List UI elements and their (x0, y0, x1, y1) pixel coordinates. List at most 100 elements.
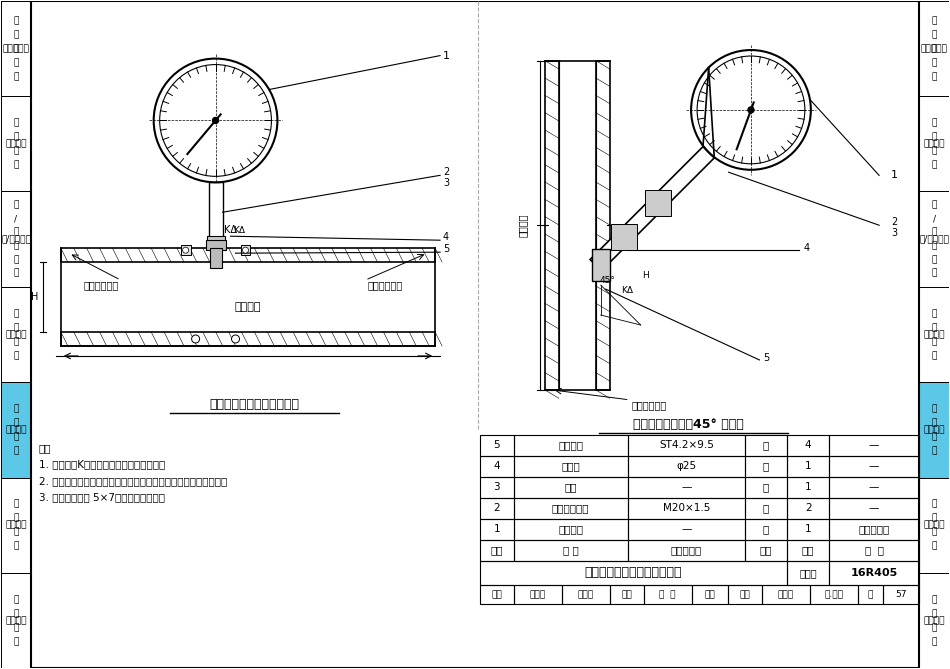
Text: 表: 表 (13, 269, 19, 278)
Text: 审核: 审核 (492, 591, 503, 599)
Text: 矩形风管: 矩形风管 (518, 213, 528, 237)
Text: 压力仪表在矩形风管上安装图: 压力仪表在矩形风管上安装图 (585, 567, 682, 579)
Text: 表: 表 (931, 351, 937, 360)
Text: 明: 明 (13, 72, 19, 81)
Bar (209, 183, 222, 248)
Text: 矩形风管: 矩形风管 (235, 302, 261, 312)
Bar (628, 540, 745, 561)
Bar (480, 518, 514, 540)
Text: 4: 4 (443, 232, 449, 242)
Text: 明: 明 (931, 72, 937, 81)
Bar (788, 498, 829, 518)
Text: 冷: 冷 (13, 228, 19, 237)
Bar (205, 240, 225, 250)
Bar (545, 61, 559, 390)
Text: H: H (642, 271, 649, 280)
Text: 个: 个 (763, 482, 770, 492)
Text: 设计总说明: 设计总说明 (921, 44, 947, 53)
Text: 1: 1 (805, 482, 811, 492)
Text: 57: 57 (895, 591, 906, 599)
Bar (514, 435, 628, 456)
Text: 2: 2 (891, 217, 897, 227)
Text: 序号: 序号 (490, 545, 504, 555)
Text: 套: 套 (763, 524, 770, 534)
Bar (745, 477, 788, 498)
Text: 1: 1 (805, 524, 811, 534)
Bar (745, 498, 788, 518)
Bar (628, 477, 745, 498)
Text: 表: 表 (931, 160, 937, 169)
Text: 仪: 仪 (13, 255, 19, 264)
Text: 温度仪表: 温度仪表 (923, 330, 944, 339)
Bar (514, 456, 628, 477)
Text: 仪: 仪 (13, 432, 19, 442)
Text: 2: 2 (493, 503, 500, 513)
Text: 设: 设 (931, 16, 937, 25)
Bar (514, 540, 628, 561)
Text: 4: 4 (805, 440, 811, 450)
Text: 计: 计 (13, 30, 19, 39)
Text: 流: 流 (931, 118, 937, 127)
Bar (858, 585, 883, 604)
Bar (919, 287, 949, 382)
Circle shape (182, 247, 189, 253)
Text: 液位仪表: 液位仪表 (6, 616, 27, 625)
Bar (480, 498, 514, 518)
Bar (644, 585, 692, 604)
Text: 仪: 仪 (13, 147, 19, 155)
Text: 3: 3 (891, 228, 897, 238)
Bar (1, 382, 31, 478)
Text: 1: 1 (493, 524, 500, 534)
Bar (480, 561, 788, 585)
Bar (745, 518, 788, 540)
Bar (919, 287, 949, 382)
Bar (1, 478, 31, 573)
Text: /: / (14, 214, 17, 223)
Text: 2: 2 (805, 503, 811, 513)
Text: 流: 流 (13, 118, 19, 127)
Text: 湿: 湿 (931, 500, 937, 509)
Text: 位: 位 (931, 609, 937, 618)
Text: 2. 材料选择：测量孔材料应与母管材料一致；其余参照总说明表。: 2. 材料选择：测量孔材料应与母管材料一致；其余参照总说明表。 (39, 476, 227, 486)
Text: 仪: 仪 (931, 255, 937, 264)
Bar (61, 332, 435, 346)
Text: KΔ: KΔ (620, 286, 633, 294)
Text: 自带法兰盘: 自带法兰盘 (859, 524, 890, 534)
Bar (829, 540, 919, 561)
Bar (788, 435, 829, 456)
Text: —: — (869, 461, 880, 471)
Text: 专审者: 专审者 (578, 591, 594, 599)
Text: 说: 说 (931, 58, 937, 67)
Text: 坤片: 坤片 (564, 482, 577, 492)
Bar (883, 585, 919, 604)
Text: 1: 1 (890, 171, 898, 181)
Text: 1: 1 (443, 51, 449, 61)
Circle shape (748, 107, 754, 113)
Text: 设: 设 (13, 16, 19, 25)
Bar (480, 435, 514, 456)
Text: 湿: 湿 (13, 500, 19, 509)
Text: 流量仪表: 流量仪表 (923, 139, 944, 149)
Text: 冷: 冷 (931, 228, 937, 237)
Text: 45°: 45° (599, 276, 616, 284)
Text: 2: 2 (443, 167, 449, 177)
Bar (1, 287, 31, 382)
Bar (206, 236, 224, 248)
Text: 热: 热 (13, 201, 19, 209)
Text: 陈.订孔: 陈.订孔 (825, 591, 844, 599)
Bar (1, 573, 31, 668)
Bar (728, 585, 762, 604)
Text: φ25: φ25 (676, 461, 696, 471)
Bar (1, 191, 31, 287)
Text: 力: 力 (13, 418, 19, 427)
Bar (596, 61, 610, 390)
Text: 1. 焊角高度K不小于两相焊件的最小壁厚。: 1. 焊角高度K不小于两相焊件的最小壁厚。 (39, 459, 165, 469)
Text: 温: 温 (931, 309, 937, 318)
Text: 仪: 仪 (931, 623, 937, 632)
Bar (919, 1, 949, 96)
Bar (829, 518, 919, 540)
Text: 液: 液 (931, 595, 937, 604)
Bar (645, 190, 671, 216)
Text: 注：: 注： (39, 443, 51, 453)
Text: 度: 度 (931, 514, 937, 522)
